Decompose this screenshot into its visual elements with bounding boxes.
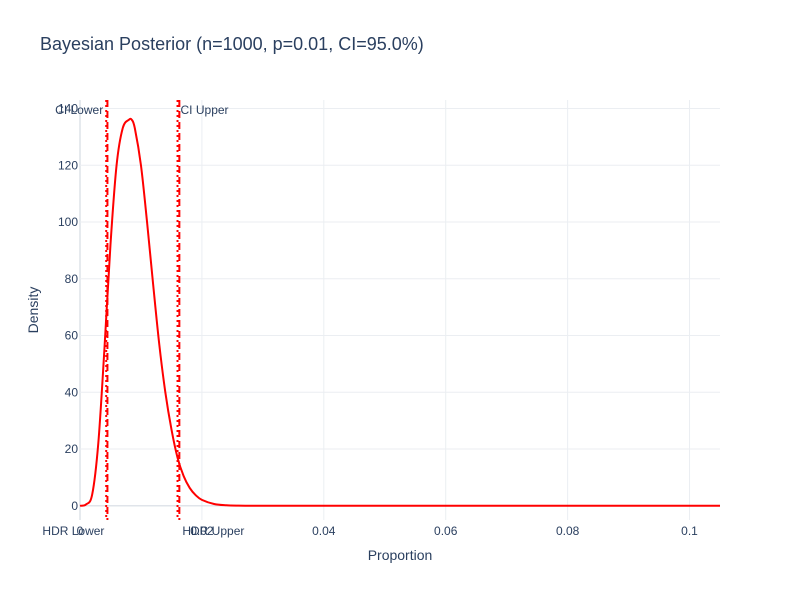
y-tick-label: 140: [58, 102, 78, 116]
y-tick-label: 120: [58, 158, 78, 172]
interval-label: CI Upper: [181, 103, 229, 117]
y-tick-labels: 0 20 40 60 80 100 120 140: [58, 102, 78, 513]
interval-label: CI Lower: [55, 103, 103, 117]
y-tick-label: 100: [58, 215, 78, 229]
density-line: [79, 117, 720, 507]
x-tick-label: 0.04: [312, 524, 336, 538]
y-tick-label: 80: [65, 272, 79, 286]
x-tick-label: 0.02: [190, 524, 214, 538]
y-tick-label: 20: [65, 442, 79, 456]
y-tick-label: 0: [71, 499, 78, 513]
x-tick-label: 0: [77, 524, 84, 538]
x-axis-title: Proportion: [368, 547, 433, 563]
series: [79, 117, 720, 507]
interval-label: HDR Upper: [182, 524, 244, 538]
chart-title: Bayesian Posterior (n=1000, p=0.01, CI=9…: [40, 34, 424, 54]
x-tick-label: 0.06: [434, 524, 458, 538]
y-tick-label: 40: [65, 385, 79, 399]
x-tick-label: 0.08: [556, 524, 580, 538]
interval-label: HDR Lower: [42, 524, 104, 538]
grid: [79, 100, 720, 520]
y-tick-label: 60: [65, 329, 79, 343]
x-tick-labels: 0 0.02 0.04 0.06 0.08 0.1: [77, 524, 699, 538]
annotations: CI Lower CI Upper HDR Lower HDR Upper: [42, 103, 244, 538]
y-axis-title: Density: [25, 287, 41, 334]
x-tick-label: 0.1: [681, 524, 698, 538]
